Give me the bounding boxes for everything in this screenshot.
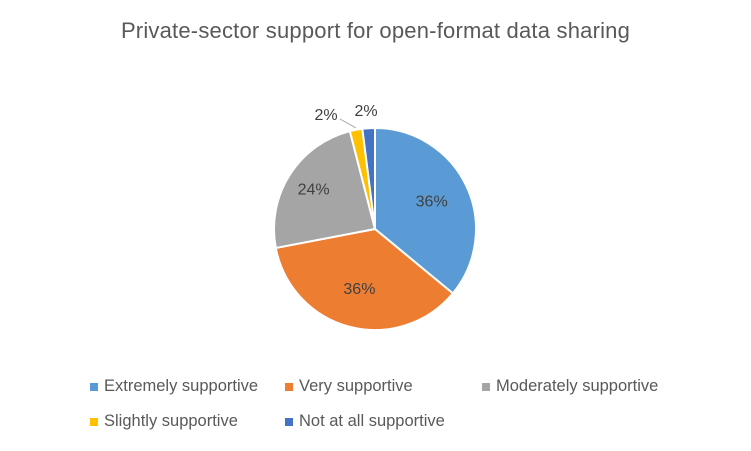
legend-swatch-moderately-supportive bbox=[482, 382, 490, 391]
chart-title: Private-sector support for open-format d… bbox=[120, 18, 631, 43]
legend-item-not-at-all-supportive: Not at all supportive bbox=[285, 412, 445, 431]
legend-item-extremely-supportive: Extremely supportive bbox=[90, 377, 258, 396]
data-label-slightly-supportive: 2% bbox=[314, 107, 337, 124]
legend-swatch-extremely-supportive bbox=[90, 382, 98, 391]
pie-slice-not-at-all-supportive bbox=[361, 126, 376, 230]
legend-swatch-slightly-supportive bbox=[90, 417, 98, 426]
data-label-moderately-supportive: 24% bbox=[298, 181, 330, 198]
pie-slice-extremely-supportive bbox=[374, 126, 477, 295]
legend-item-moderately-supportive: Moderately supportive bbox=[482, 377, 658, 396]
data-label-very-supportive: 36% bbox=[343, 281, 375, 298]
leader-line-slightly-supportive bbox=[339, 118, 356, 129]
legend-item-very-supportive: Very supportive bbox=[285, 377, 413, 396]
legend-swatch-not-at-all-supportive bbox=[285, 417, 293, 426]
legend-label: Moderately supportive bbox=[496, 377, 659, 395]
legend-label: Not at all supportive bbox=[299, 412, 445, 430]
pie-slice-very-supportive bbox=[274, 227, 455, 331]
legend-label: Slightly supportive bbox=[104, 412, 238, 430]
legend-swatch-very-supportive bbox=[285, 382, 293, 391]
data-label-not-at-all-supportive: 2% bbox=[354, 103, 377, 120]
legend-label: Very supportive bbox=[299, 377, 413, 395]
data-label-extremely-supportive: 36% bbox=[416, 194, 448, 211]
legend-label: Extremely supportive bbox=[104, 377, 259, 395]
legend-item-slightly-supportive: Slightly supportive bbox=[90, 412, 238, 431]
pie-slice-moderately-supportive bbox=[273, 129, 377, 250]
